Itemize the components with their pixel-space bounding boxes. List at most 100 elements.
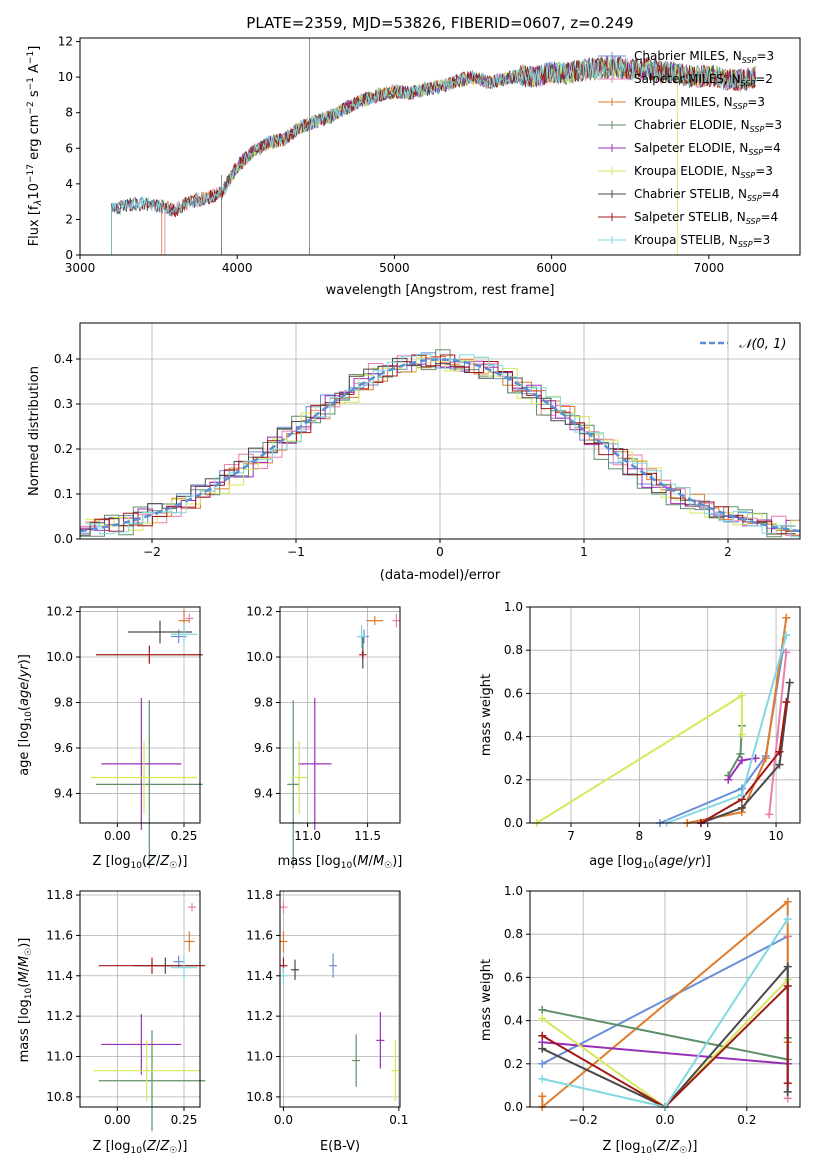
errorbar-kroupa-stelib [170,622,198,646]
series-point [737,756,746,765]
xtick-label: 0.0 [274,1113,293,1127]
residuals-ytick-label: 0.1 [54,487,73,501]
spectrum-legend: Chabrier MILES, NSSP=3 Salpeter MILES, NS… [598,49,782,249]
xtick-label: 0.1 [389,1113,408,1127]
spectrum-xtick-label: 5000 [379,261,410,275]
spectrum-series-kroupa-stelib [111,57,757,255]
errorbar-salpeter-miles [392,613,401,628]
ytick-label: 0.2 [504,773,523,787]
spectrum-xtick-label: 6000 [536,261,567,275]
ytick-label: 10.8 [46,1090,73,1104]
series-point [538,1005,547,1014]
residuals-histograms [79,349,801,538]
legend-label: Salpeter MILES, NSSP=2 [634,72,773,88]
ytick-label: 11.2 [46,1009,73,1023]
series-point [775,760,784,769]
ytick-label: 9.6 [254,741,273,755]
xtick-label: 7 [567,829,575,843]
errorbar-kroupa-miles [184,931,195,952]
legend-label: Kroupa MILES, NSSP=3 [634,95,765,111]
errorbar-salpeter-miles [185,613,194,623]
ytick-label: 1.0 [504,600,523,614]
errorbar-kroupa-elodie [90,741,198,814]
residuals-ytick-label: 0.4 [54,352,73,366]
gridlines [530,606,800,824]
legend-label: Kroupa ELODIE, NSSP=3 [634,164,773,180]
series-point [785,678,794,687]
legend-label: Salpeter STELIB, NSSP=4 [634,210,778,226]
ytick-label: 10.2 [46,605,73,619]
xtick-label: 0.25 [171,1113,198,1127]
errorbar-chabrier-elodie [96,700,203,869]
age-vs-Z-ylabel: age [log10(age/yr)] [17,654,34,776]
series-line [700,682,791,824]
ytick-label: 0.8 [504,927,523,941]
gaussian-curve [79,358,801,533]
weight-series-salpeter-elodie [724,754,760,784]
ytick-label: 9.4 [254,786,273,800]
age-vs-mass-xlabel: mass [log10(M/M☉)] [278,854,403,871]
gridlines [80,607,200,823]
weight-vs-Z-xlabel: Z [log10(Z/Z☉)] [603,1139,698,1156]
errorbar-kroupa-miles [366,616,384,626]
ytick-label: 0.6 [504,686,523,700]
age-vs-Z-panel: 0.00 0.25 9.4 9.6 9.8 10.0 10.2 [46,605,203,869]
ytick-label: 0.6 [504,970,523,984]
spectrum-ticks: 3000 4000 5000 6000 7000 0 2 4 6 8 10 12 [58,35,724,275]
errorbar-salpeter-elodie [101,697,182,830]
mass-vs-ebv-xlabel: E(B-V) [320,1139,360,1154]
residuals-xtick-label: −2 [143,545,161,559]
axes-frame [529,606,801,824]
age-vs-Z-xlabel: Z [log10(Z/Z☉)] [93,854,188,871]
xtick-label: 0.2 [737,1113,756,1127]
residuals-xtick-label: 0 [436,545,444,559]
series-point [782,698,791,707]
residuals-panel: −2 −1 0 1 2 0.0 0.1 0.2 0.3 0.4 (data-model)/erro… [27,322,801,583]
errorbar-chabrier-miles [329,953,338,978]
series-point [765,810,774,819]
series-point [783,1087,792,1096]
xtick-label: 0.0 [655,1113,674,1127]
age-vs-mass-panel: 11.0 11.5 9.4 9.6 9.8 10.0 10.2 [246,605,401,869]
residuals-ytick-label: 0.2 [54,442,73,456]
gridlines [280,607,400,823]
weight-vs-age-ylabel: mass weight [479,674,494,756]
mass-vs-ebv-panel: 0.0 0.1 10.8 11.0 11.2 11.4 11.6 11.8 [246,888,408,1127]
ytick-label: 11.4 [46,969,73,983]
residual-hist-salpeter-stelib [80,354,800,535]
series-point [737,790,746,799]
ytick-label: 11.6 [246,928,273,942]
ytick-label: 9.8 [254,695,273,709]
errorbar-chabrier-stelib [291,959,299,980]
spectrum-ytick-label: 10 [58,70,73,84]
legend-label: Chabrier MILES, NSSP=3 [634,49,774,65]
series-line [541,983,789,1109]
xtick-label: 0.25 [171,829,198,843]
series-point [775,747,784,756]
legend-label: Kroupa STELIB, NSSP=3 [634,233,770,249]
residuals-ticks: −2 −1 0 1 2 0.0 0.1 0.2 0.3 0.4 [54,352,732,559]
errorbar-kroupa-elodie [93,1040,200,1101]
series-point [538,1014,547,1023]
xtick-label: 9 [704,829,712,843]
spectrum-xtick-label: 4000 [222,261,253,275]
errorbar-kroupa-stelib [279,967,288,984]
series-point [538,1092,547,1101]
gridlines [280,891,400,1107]
series-point [736,749,745,758]
spectrum-ytick-label: 0 [65,248,73,262]
errorbar-salpeter-elodie [376,1012,385,1069]
mass-vs-Z-ylabel: mass [log10(M/M☉)] [17,938,34,1063]
residuals-xtick-label: 1 [580,545,588,559]
errorbar-salpeter-stelib [96,645,203,664]
spectrum-ylabel: Flux [fλ10−17 erg cm−2 s−1 A−1] [26,46,44,247]
gaussian-legend-label: 𝒩(0, 1) [739,337,786,352]
axes-frame [79,606,201,824]
series-point [783,897,792,906]
legend-label: Chabrier STELIB, NSSP=4 [634,187,779,203]
ytick-label: 11.2 [246,1009,273,1023]
series-point [782,631,791,640]
figure-title: PLATE=2359, MJD=53826, FIBERID=0607, z=0… [246,14,633,32]
ytick-label: 1.0 [504,884,523,898]
ytick-label: 10.0 [246,650,273,664]
